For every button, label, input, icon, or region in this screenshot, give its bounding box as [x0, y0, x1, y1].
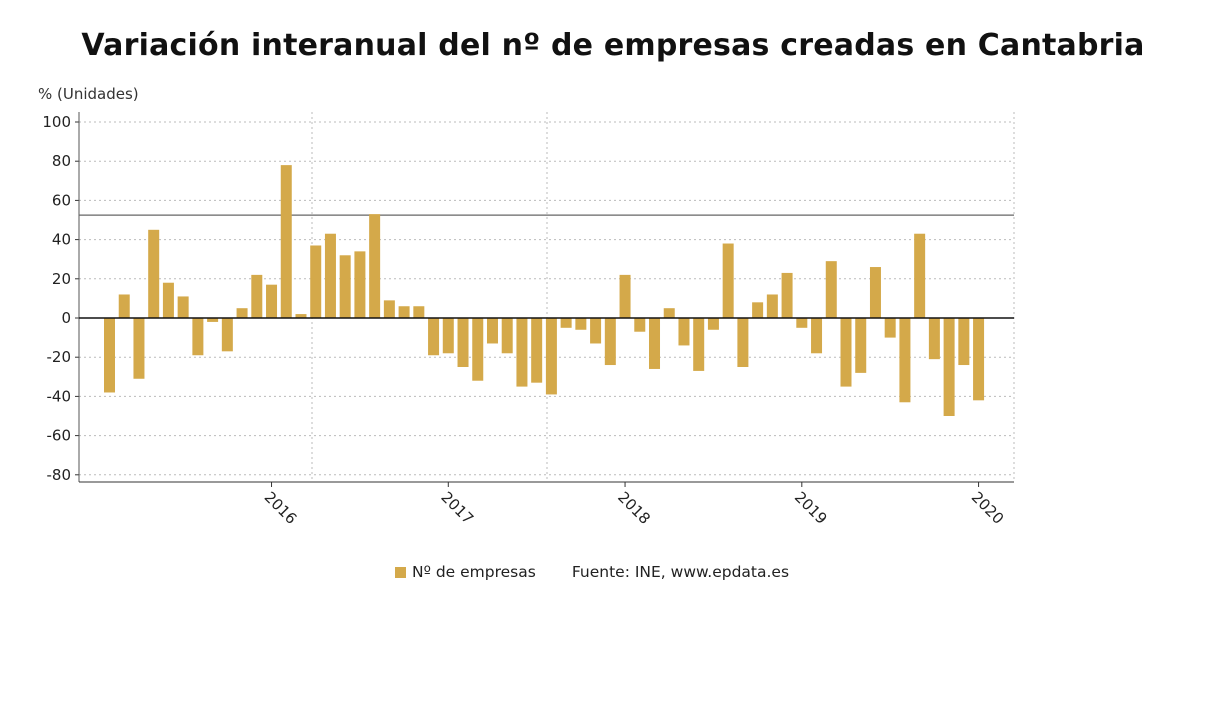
legend-label: Nº de empresas	[412, 563, 536, 581]
bar	[869, 267, 881, 318]
legend: Nº de empresas Fuente: INE, www.epdata.e…	[395, 563, 789, 581]
bar	[560, 318, 572, 328]
bar	[177, 296, 189, 318]
legend-swatch	[395, 566, 406, 578]
bar	[781, 272, 793, 318]
bar	[251, 274, 263, 318]
chart-title: Variación interanual del nº de empresas …	[81, 28, 1145, 63]
bar	[104, 318, 115, 393]
bar	[604, 318, 616, 366]
bar	[501, 318, 513, 354]
bar	[590, 318, 602, 344]
source-text: Fuente: INE, www.epdata.es	[571, 563, 790, 581]
bar	[398, 306, 410, 318]
bar	[958, 318, 970, 366]
bar	[649, 318, 661, 369]
bar	[207, 318, 219, 322]
y-tick-label: -40	[47, 387, 72, 405]
y-tick-label: 60	[52, 191, 71, 209]
bar	[634, 318, 646, 332]
bar	[266, 284, 278, 318]
bar	[825, 261, 837, 318]
bar	[413, 306, 425, 318]
bar	[545, 318, 557, 395]
y-tick-label: 80	[52, 152, 71, 170]
bar	[707, 318, 719, 330]
y-tick-label: -60	[47, 427, 72, 445]
bar	[811, 318, 823, 354]
bar	[766, 294, 778, 318]
y-tick-label: 100	[42, 113, 71, 131]
y-tick-label: 0	[61, 309, 71, 327]
bar	[369, 214, 381, 318]
bar	[943, 318, 955, 416]
bar	[752, 302, 764, 318]
bar	[663, 308, 675, 318]
bar	[310, 245, 322, 318]
bar	[472, 318, 484, 381]
bar	[619, 274, 631, 318]
bar	[118, 294, 130, 318]
bar	[295, 314, 307, 318]
y-tick-label: -20	[47, 348, 72, 366]
bar	[486, 318, 498, 344]
y-axis-label: % (Unidades)	[38, 85, 139, 103]
bar	[148, 229, 160, 318]
bar	[973, 318, 985, 401]
y-tick-label: 20	[52, 270, 71, 288]
bar	[914, 233, 926, 318]
bar	[324, 233, 336, 318]
bar	[221, 318, 233, 352]
bar	[693, 318, 705, 371]
bar	[884, 318, 896, 338]
x-tick-label: 2019	[791, 488, 831, 528]
bar	[192, 318, 204, 356]
bar	[575, 318, 587, 330]
bar	[428, 318, 440, 356]
bar	[516, 318, 528, 387]
bar	[236, 308, 248, 318]
bar	[442, 318, 454, 354]
bar	[899, 318, 911, 403]
bar	[737, 318, 749, 367]
bar	[354, 251, 366, 318]
bar	[678, 318, 690, 346]
bar	[531, 318, 543, 383]
bar	[928, 318, 940, 360]
y-tick-label: -80	[47, 466, 72, 484]
y-tick-label: 40	[52, 231, 71, 249]
bar	[339, 255, 351, 318]
bar	[383, 300, 395, 318]
x-tick-label: 2017	[437, 488, 477, 528]
bar	[722, 243, 734, 318]
bar	[457, 318, 469, 367]
bar	[840, 318, 852, 387]
bar	[133, 318, 145, 379]
bar	[855, 318, 867, 373]
bar	[796, 318, 808, 328]
bar	[162, 282, 174, 318]
x-tick-label: 2018	[614, 488, 654, 528]
bar	[280, 165, 292, 318]
x-tick-label: 2020	[968, 488, 1008, 528]
x-tick-label: 2016	[261, 488, 301, 528]
